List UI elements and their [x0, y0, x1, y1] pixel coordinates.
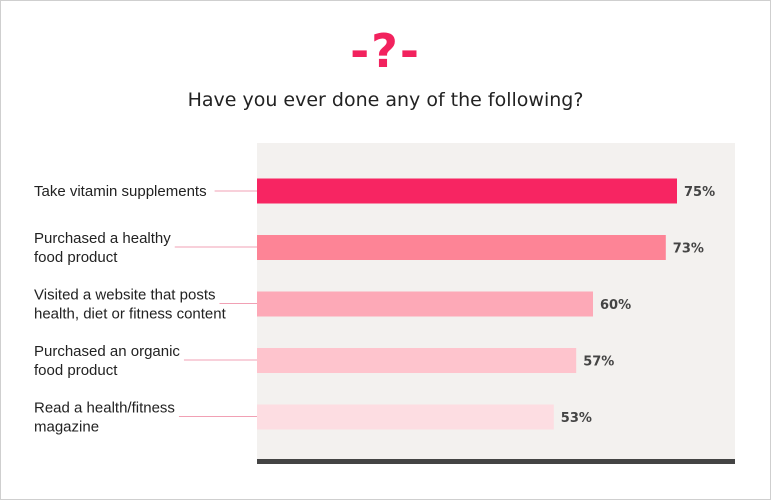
category-label-2: Purchased a healthy food product — [34, 230, 171, 266]
value-label-1: 75% — [684, 185, 715, 200]
value-label-5: 53% — [561, 411, 592, 426]
bar-4 — [257, 348, 577, 373]
bar-5 — [257, 404, 554, 430]
category-label-5: Read a health/fitness magazine — [34, 400, 175, 436]
value-label-3: 60% — [600, 298, 631, 313]
baseline — [257, 459, 735, 464]
category-labels-group: Take vitamin supplements Purchased a heal… — [34, 183, 257, 436]
value-label-2: 73% — [673, 242, 704, 257]
category-label-1: Take vitamin supplements — [34, 183, 207, 200]
bar-3 — [257, 291, 593, 317]
category-label-4: Purchased an organic food product — [34, 343, 180, 379]
value-label-4: 57% — [583, 355, 614, 370]
bars-group: 75% 73% 60% 57% 53% — [257, 178, 715, 430]
bar-2 — [257, 235, 666, 260]
chart-title: Have you ever done any of the following? — [187, 89, 584, 111]
category-label-3: Visited a website that posts health, diet… — [34, 287, 227, 323]
bar-1 — [257, 178, 677, 204]
question-mark-icon: -?- — [350, 24, 421, 78]
